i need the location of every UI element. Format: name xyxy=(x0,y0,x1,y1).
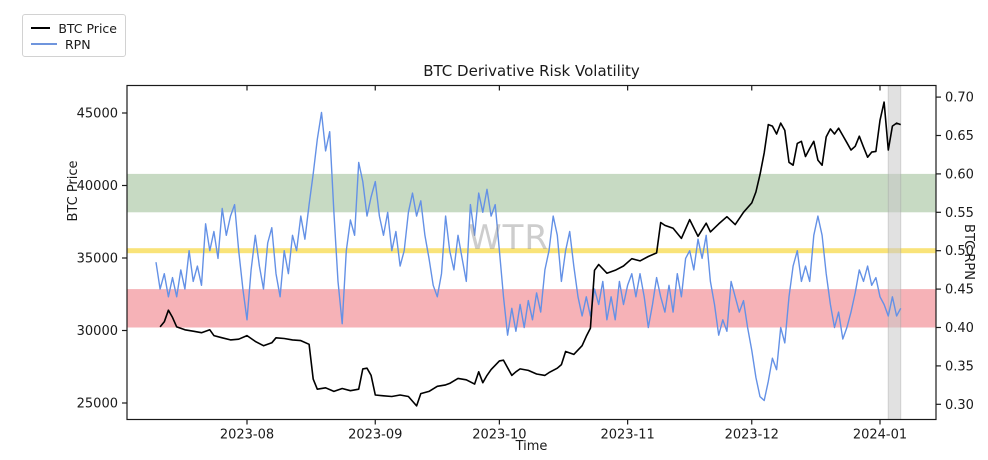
legend-item-btc-price: BTC Price xyxy=(31,20,117,36)
x-tick-label: 2023-11 xyxy=(600,428,654,443)
y-left-tick-label: 30000 xyxy=(77,324,118,339)
y-right-tick-label: 0.65 xyxy=(945,129,974,144)
x-tick-label: 2023-10 xyxy=(472,428,526,443)
legend: BTC Price RPN xyxy=(22,14,126,57)
y-right-tick-label: 0.40 xyxy=(945,321,974,336)
chart-title: BTC Derivative Risk Volatility xyxy=(423,62,640,80)
y-right-tick-label: 0.70 xyxy=(945,91,974,106)
y-right-tick-label: 0.50 xyxy=(945,244,974,259)
rpn-line-swatch xyxy=(31,43,57,45)
legend-label-rpn: RPN xyxy=(65,36,91,52)
legend-item-rpn: RPN xyxy=(31,36,117,52)
x-tick-label: 2023-08 xyxy=(220,428,274,443)
btc-price-line-swatch xyxy=(31,27,51,29)
x-axis-label: Time xyxy=(515,439,548,454)
y-right-tick-label: 0.30 xyxy=(945,398,974,413)
y-left-tick-label: 35000 xyxy=(77,252,118,267)
y-right-tick-label: 0.55 xyxy=(945,206,974,221)
upper-risk-zone-band xyxy=(127,173,936,213)
x-tick-label: 2023-12 xyxy=(725,428,779,443)
x-tick-label: 2024-01 xyxy=(853,428,907,443)
legend-label-btc-price: BTC Price xyxy=(58,20,117,36)
btc-price-line xyxy=(159,101,901,407)
y-left-tick-label: 25000 xyxy=(77,397,118,412)
y-left-tick-label: 40000 xyxy=(77,179,118,194)
rpn-line xyxy=(155,111,902,402)
plot-border xyxy=(126,84,937,421)
y-left-tick-label: 45000 xyxy=(77,107,118,122)
lower-risk-zone-band xyxy=(127,289,936,328)
y-right-tick-label: 0.60 xyxy=(945,167,974,182)
mid-risk-line-band xyxy=(127,248,936,254)
y-right-tick-label: 0.45 xyxy=(945,283,974,298)
y-right-tick-label: 0.35 xyxy=(945,359,974,374)
x-tick-label: 2023-09 xyxy=(348,428,402,443)
